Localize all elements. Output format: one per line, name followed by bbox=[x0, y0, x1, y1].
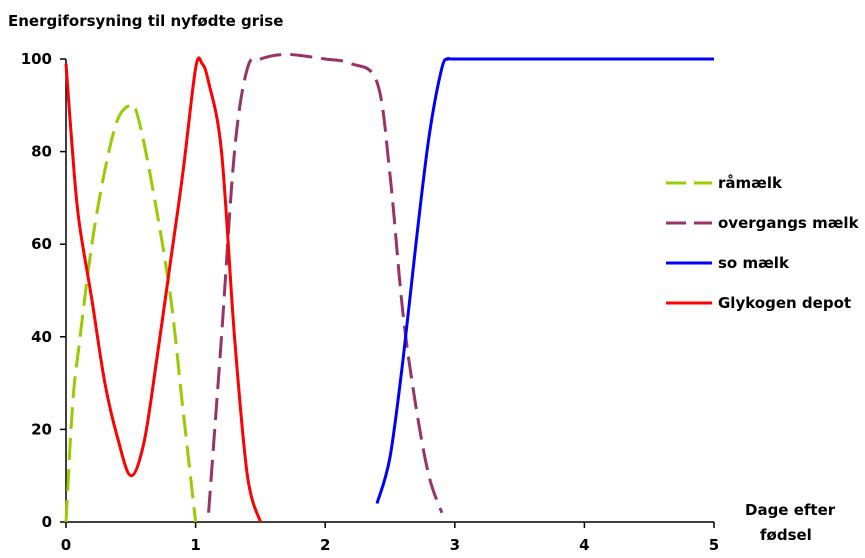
legend-label: so mælk bbox=[718, 254, 790, 272]
series-line-0 bbox=[64, 103, 198, 523]
y-tick-label: 100 bbox=[21, 50, 52, 68]
y-tick-label: 80 bbox=[31, 143, 52, 161]
x-tick-label: 3 bbox=[450, 536, 460, 554]
legend-label: overgangs mælk bbox=[718, 214, 860, 232]
x-axis-label-line1: Dage efter bbox=[745, 501, 836, 519]
y-tick-label: 20 bbox=[31, 420, 52, 438]
series-line-1 bbox=[207, 52, 444, 514]
axes bbox=[65, 59, 714, 523]
series-line-2 bbox=[375, 56, 714, 504]
y-tick-label: 40 bbox=[31, 328, 52, 346]
legend-label: Glykogen depot bbox=[718, 294, 851, 312]
x-tick-label: 2 bbox=[320, 536, 330, 554]
x-axis-label-line2: fødsel bbox=[760, 526, 812, 544]
x-tick-label: 5 bbox=[709, 536, 719, 554]
y-ticks: 0 20 40 60 80 100 bbox=[21, 50, 66, 531]
series-line-3 bbox=[64, 56, 262, 523]
x-tick-label: 1 bbox=[190, 536, 200, 554]
x-tick-label: 4 bbox=[579, 536, 589, 554]
legend-label: råmælk bbox=[718, 174, 783, 192]
chart-title: Energiforsyning til nyfødte grise bbox=[8, 12, 283, 30]
legend: råmælk overgangs mælk so mælk Glykogen depo… bbox=[666, 174, 860, 312]
x-ticks: 0 1 2 3 4 5 bbox=[61, 522, 719, 554]
x-tick-label: 0 bbox=[61, 536, 71, 554]
y-tick-label: 60 bbox=[31, 235, 52, 253]
y-tick-label: 0 bbox=[42, 513, 52, 531]
series-lines bbox=[64, 52, 714, 523]
